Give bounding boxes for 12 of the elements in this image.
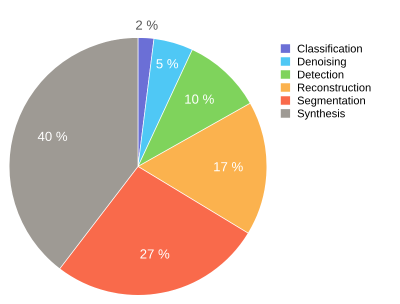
legend-label: Classification — [298, 44, 362, 53]
data-label: 40 % — [38, 132, 68, 142]
data-label: 27 % — [140, 249, 170, 259]
legend-label: Denoising — [298, 57, 346, 68]
data-label: 5 % — [156, 59, 178, 68]
data-label: 10 % — [185, 94, 214, 104]
legend-label: Segmentation — [298, 96, 365, 107]
data-label: 17 % — [214, 162, 243, 172]
data-label: 2 % — [136, 20, 158, 30]
legend-label: Reconstruction — [298, 83, 370, 92]
legend-label: Synthesis — [298, 109, 345, 120]
legend-label: Detection — [298, 70, 344, 78]
